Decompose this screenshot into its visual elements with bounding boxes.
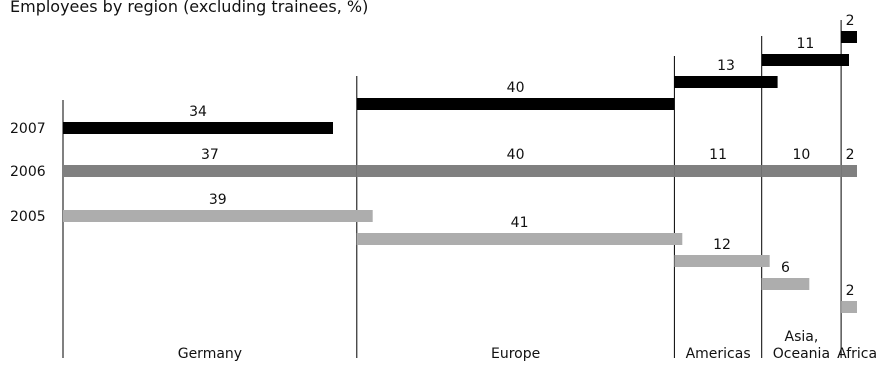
bar-2007-3: [761, 54, 849, 66]
region-labels-group: Germany Europe Americas Asia, Oceania Africa: [178, 329, 877, 362]
year-labels-group: 2007 2006 2005: [10, 121, 46, 225]
bar-2007-4: [841, 31, 857, 43]
region-label-1: Europe: [491, 346, 540, 362]
year-label-2007: 2007: [10, 121, 46, 137]
bar-2007-1: [356, 98, 675, 110]
value-label-2007-1: 40: [507, 80, 525, 96]
region-label-3: Asia, Oceania: [773, 329, 830, 362]
bar-2005-4: [841, 301, 857, 313]
value-label-2005-0: 39: [209, 192, 227, 208]
bar-2006-1: [356, 165, 675, 177]
bar-2007-0: [63, 122, 333, 134]
value-label-2006-1: 40: [507, 147, 525, 163]
region-label-4: Africa: [837, 346, 877, 362]
bar-2006-0: [63, 165, 357, 177]
bar-2006-4: [841, 165, 857, 177]
bars-group: [63, 31, 857, 313]
value-label-2006-4: 2: [846, 147, 855, 163]
chart-title: Employees by region (excluding trainees,…: [10, 0, 368, 16]
bar-2005-1: [356, 233, 683, 245]
bar-2006-3: [761, 165, 842, 177]
value-label-2007-2: 13: [717, 58, 735, 74]
year-label-2006: 2006: [10, 164, 46, 180]
bar-2005-0: [63, 210, 373, 222]
bar-2006-2: [674, 165, 762, 177]
value-label-2005-2: 12: [713, 237, 731, 253]
year-label-2005: 2005: [10, 209, 46, 225]
value-label-2005-4: 2: [846, 283, 855, 299]
value-label-2007-4: 2: [846, 13, 855, 29]
value-label-2005-3: 6: [781, 260, 790, 276]
region-label-2: Americas: [686, 346, 751, 362]
value-label-2005-1: 41: [511, 215, 529, 231]
value-label-2006-3: 10: [792, 147, 810, 163]
value-label-2006-2: 11: [709, 147, 727, 163]
value-label-2007-3: 11: [796, 36, 814, 52]
value-label-2006-0: 37: [201, 147, 219, 163]
value-labels-group: 34 40 13 11 2 37 40 11 10 2 39 41 12 6 2: [189, 13, 854, 299]
bar-2007-2: [674, 76, 778, 88]
region-label-0: Germany: [178, 346, 242, 362]
bar-2005-2: [674, 255, 770, 267]
value-label-2007-0: 34: [189, 104, 207, 120]
bar-2005-3: [761, 278, 810, 290]
